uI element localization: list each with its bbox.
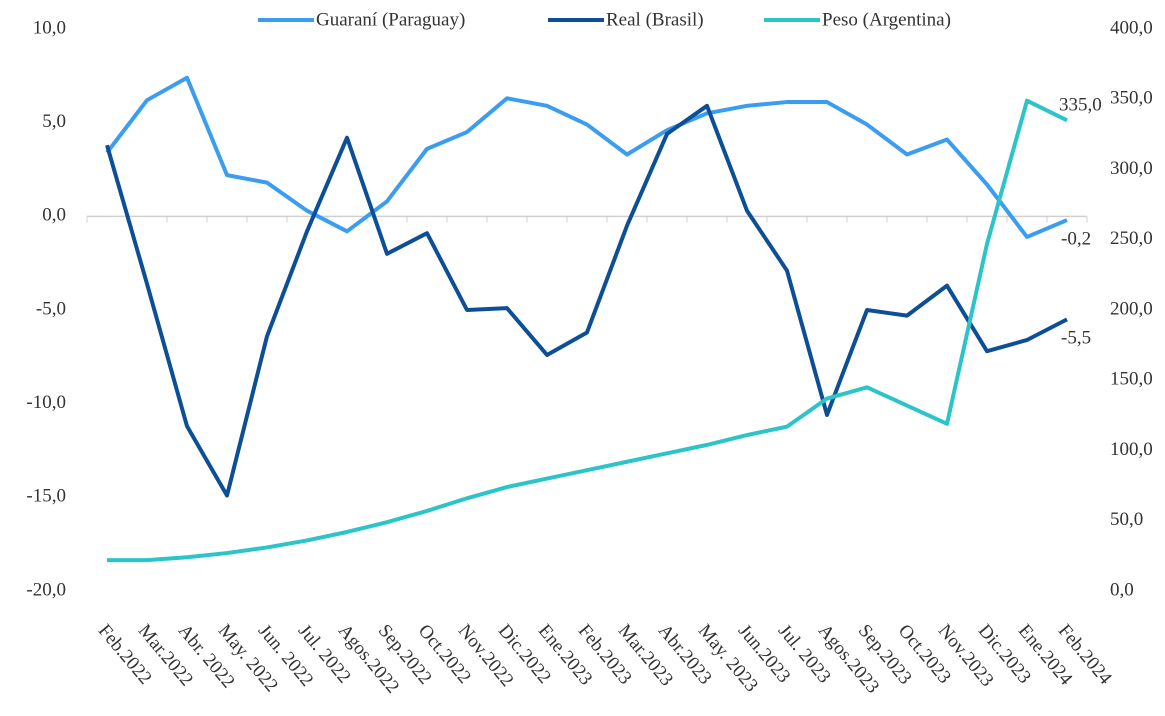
legend-label: Real (Brasil) <box>606 9 704 30</box>
y2-tick-label: 400,0 <box>1110 17 1153 38</box>
y-tick-label: -5,0 <box>36 298 66 319</box>
data-label: -5,5 <box>1061 328 1091 349</box>
series-line <box>107 98 1068 563</box>
y-tick-label: 10,0 <box>33 17 66 38</box>
data-label: 335,0 <box>1059 95 1102 116</box>
y2-tick-label: 350,0 <box>1110 88 1153 109</box>
y2-tick-label: 150,0 <box>1110 369 1153 390</box>
series-line <box>105 75 1068 239</box>
legend-label: Peso (Argentina) <box>822 9 951 30</box>
y-tick-label: 0,0 <box>42 205 66 226</box>
y-tick-label: 5,0 <box>42 111 66 132</box>
y2-tick-label: 200,0 <box>1110 298 1153 319</box>
y-tick-label: -20,0 <box>26 579 66 600</box>
series-line <box>105 103 1068 498</box>
y2-tick-label: 100,0 <box>1110 439 1153 460</box>
data-label: -0,2 <box>1061 228 1091 249</box>
y-tick-label: -15,0 <box>26 486 66 507</box>
y-tick-label: -10,0 <box>26 392 66 413</box>
y2-tick-label: 0,0 <box>1110 579 1134 600</box>
y2-tick-label: 250,0 <box>1110 228 1153 249</box>
legend-label: Guaraní (Paraguay) <box>316 9 465 30</box>
y2-tick-label: 300,0 <box>1110 158 1153 179</box>
y2-tick-label: 50,0 <box>1110 509 1143 530</box>
